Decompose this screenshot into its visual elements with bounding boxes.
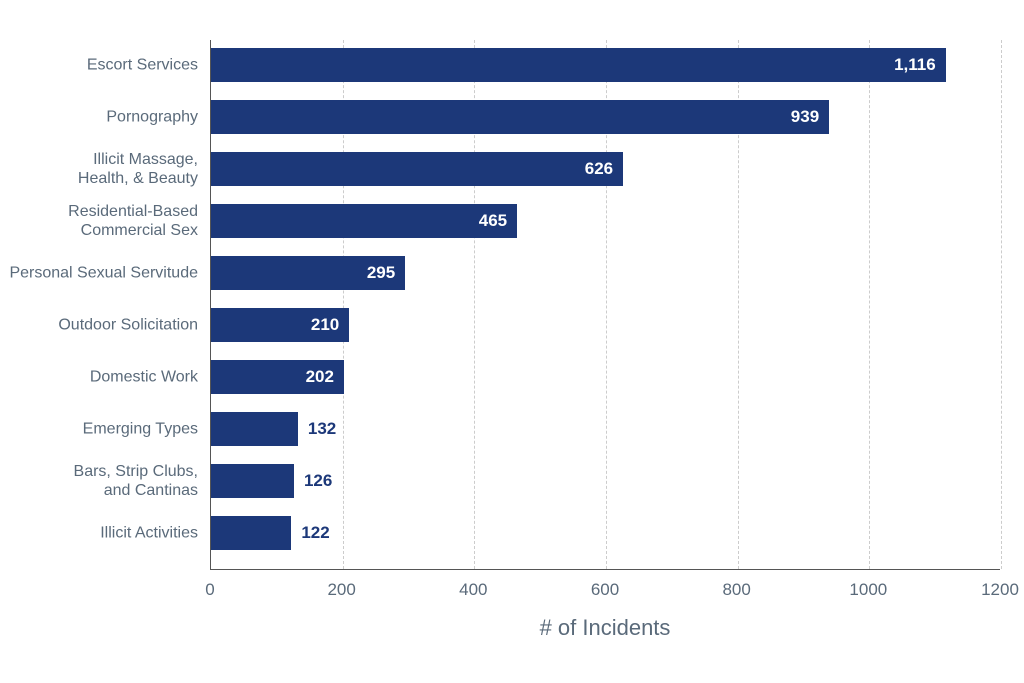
category-label: Illicit Activities	[0, 523, 198, 542]
bar: 126	[211, 464, 294, 498]
x-tick-label: 0	[205, 580, 214, 600]
bar: 210	[211, 308, 349, 342]
x-tick-label: 200	[327, 580, 355, 600]
category-label: Bars, Strip Clubs,and Cantinas	[0, 462, 198, 500]
category-label: Emerging Types	[0, 419, 198, 438]
bar-value-label: 939	[791, 107, 829, 127]
bar-value-label: 465	[479, 211, 517, 231]
category-label: Personal Sexual Servitude	[0, 263, 198, 282]
bar-value-label: 626	[585, 159, 623, 179]
bar: 626	[211, 152, 623, 186]
bar: 1,116	[211, 48, 946, 82]
bar-value-label: 202	[306, 367, 344, 387]
bar-value-label: 210	[311, 315, 349, 335]
x-axis-title: # of Incidents	[210, 615, 1000, 641]
x-tick-label: 1200	[981, 580, 1019, 600]
bar: 295	[211, 256, 405, 290]
bar-value-label: 295	[367, 263, 405, 283]
bar-chart: 1,116 939 626 465 295 210 202 132 126 122 # of In…	[0, 0, 1024, 683]
category-label: Residential-BasedCommercial Sex	[0, 202, 198, 240]
bar-value-label: 126	[294, 471, 332, 491]
category-label: Illicit Massage,Health, & Beauty	[0, 150, 198, 188]
bar: 939	[211, 100, 829, 134]
x-tick-label: 800	[722, 580, 750, 600]
category-label: Pornography	[0, 107, 198, 126]
bar-value-label: 1,116	[894, 55, 946, 75]
bar-value-label: 132	[298, 419, 336, 439]
plot-area: 1,116 939 626 465 295 210 202 132 126 122	[210, 40, 1000, 570]
category-label: Domestic Work	[0, 367, 198, 386]
gridline	[1001, 40, 1002, 569]
bar: 465	[211, 204, 517, 238]
x-tick-label: 400	[459, 580, 487, 600]
x-tick-label: 600	[591, 580, 619, 600]
x-tick-label: 1000	[849, 580, 887, 600]
gridline	[869, 40, 870, 569]
bar: 122	[211, 516, 291, 550]
category-label: Outdoor Solicitation	[0, 315, 198, 334]
bar: 202	[211, 360, 344, 394]
category-label: Escort Services	[0, 55, 198, 74]
bar-value-label: 122	[291, 523, 329, 543]
bar: 132	[211, 412, 298, 446]
